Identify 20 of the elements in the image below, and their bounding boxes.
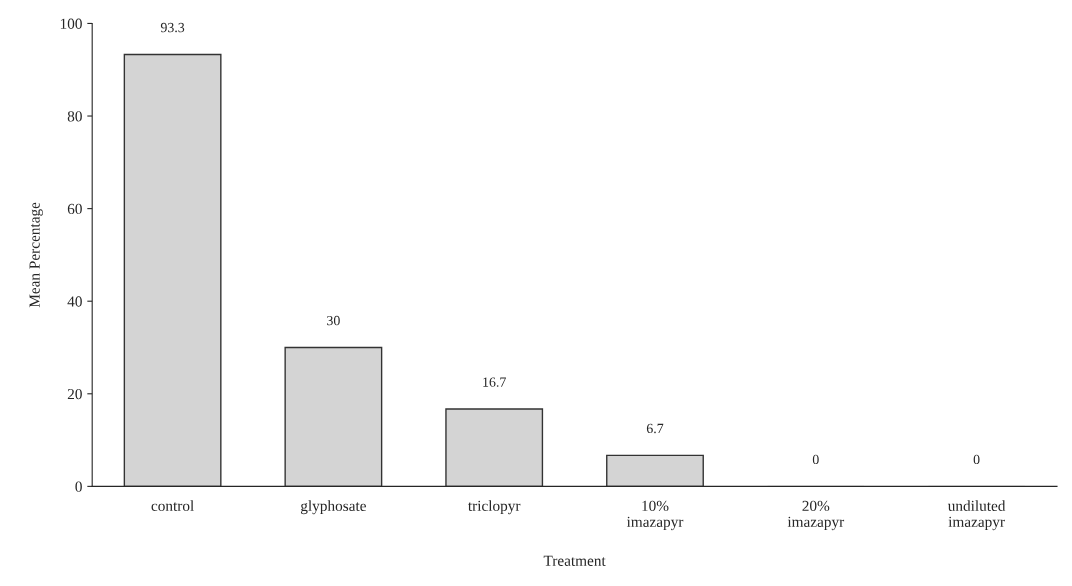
- y-tick-label: 0: [75, 481, 82, 492]
- data-label: 93.3: [160, 22, 185, 33]
- data-label: 6.7: [646, 423, 664, 434]
- data-label: 16.7: [483, 377, 506, 387]
- data-label: 30: [327, 315, 340, 326]
- y-axis-title: Mean Percentage: [29, 202, 43, 308]
- data-label: 0: [812, 454, 819, 465]
- x-tick-label: 20% imazapyr: [787, 500, 845, 531]
- x-axis-title: Treatment: [543, 555, 606, 566]
- x-tick-label: control: [151, 500, 194, 512]
- y-tick-label: 60: [67, 203, 82, 215]
- y-tick-label: 80: [67, 111, 82, 122]
- x-tick-label: 10% imazapyr: [626, 500, 684, 531]
- x-tick-label: glyphosate: [300, 500, 366, 515]
- y-tick-label: 100: [60, 18, 82, 29]
- x-tick-label: triclopyr: [468, 500, 521, 515]
- x-tick-label: undiluted imazapyr: [947, 500, 1006, 531]
- y-tick-label: 40: [67, 296, 82, 307]
- data-label: 0: [973, 454, 980, 465]
- y-tick-label: 20: [67, 388, 82, 400]
